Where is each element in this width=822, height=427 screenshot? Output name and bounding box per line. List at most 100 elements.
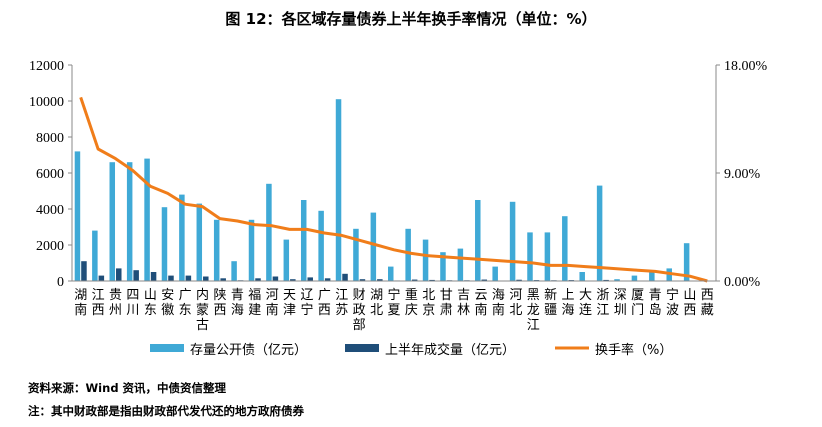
x-tick-label: 古 bbox=[196, 318, 209, 333]
x-tick-label: 北 bbox=[509, 303, 522, 318]
x-tick-label: 连 bbox=[579, 302, 592, 318]
bar-volume bbox=[324, 278, 331, 281]
bar-outstanding bbox=[527, 232, 533, 281]
bar-outstanding bbox=[492, 266, 498, 281]
x-tick-label: 西 bbox=[683, 303, 696, 318]
bar-outstanding bbox=[179, 194, 185, 281]
bar-volume bbox=[359, 279, 366, 281]
bar-outstanding bbox=[213, 219, 220, 281]
bar-outstanding bbox=[231, 261, 237, 281]
bar-outstanding bbox=[144, 158, 150, 281]
bar-outstanding bbox=[353, 228, 359, 281]
bar-volume bbox=[203, 276, 209, 281]
turnover-line bbox=[79, 96, 708, 283]
x-tick-label: 西 bbox=[701, 288, 714, 303]
x-tick-label: 深 bbox=[614, 288, 627, 303]
x-tick-label: 庆 bbox=[405, 303, 418, 318]
x-tick-label: 宁 bbox=[387, 287, 400, 303]
x-tick-label: 海 bbox=[562, 303, 575, 318]
x-tick-label: 吉 bbox=[457, 288, 470, 303]
x-tick-label: 湖 bbox=[370, 288, 383, 303]
x-tick-label: 江 bbox=[335, 288, 348, 303]
bar-outstanding bbox=[92, 230, 98, 281]
x-tick-label: 夏 bbox=[387, 303, 400, 318]
x-tick-label: 辽 bbox=[300, 288, 313, 303]
legend-turnover-label: 换手率（%） bbox=[595, 342, 672, 358]
bar-volume bbox=[133, 270, 139, 281]
bar-volume bbox=[342, 273, 348, 281]
x-tick-label: 宁 bbox=[666, 287, 679, 303]
x-tick-label: 东 bbox=[144, 303, 157, 318]
x-tick-label: 厦 bbox=[631, 288, 644, 303]
x-tick-label: 河 bbox=[509, 288, 522, 303]
x-tick-label: 津 bbox=[283, 303, 296, 318]
y-right-tick-label: 9.00% bbox=[724, 167, 761, 182]
bar-outstanding bbox=[509, 201, 516, 281]
y-left-tick-label: 6000 bbox=[36, 167, 64, 182]
bar-volume bbox=[603, 279, 609, 281]
x-tick-label: 河 bbox=[266, 288, 279, 303]
bar-outstanding bbox=[422, 239, 429, 281]
bar-volume bbox=[516, 279, 522, 281]
bar-outstanding bbox=[161, 207, 168, 281]
bar-volume bbox=[429, 279, 435, 281]
y-left-tick-label: 8000 bbox=[36, 131, 64, 146]
turnover-line-group bbox=[79, 96, 708, 283]
x-tick-label: 浙 bbox=[596, 288, 609, 303]
x-tick-label: 蒙 bbox=[196, 303, 209, 318]
bar-outstanding bbox=[614, 279, 620, 281]
bar-volume bbox=[220, 278, 226, 281]
bar-outstanding bbox=[649, 272, 655, 281]
bar-outstanding bbox=[457, 248, 464, 281]
x-tick-label: 川 bbox=[126, 303, 139, 318]
x-tick-label: 甘 bbox=[440, 288, 453, 303]
x-tick-label: 南 bbox=[74, 302, 87, 318]
bar-outstanding bbox=[74, 151, 81, 281]
bar-volume bbox=[168, 275, 174, 281]
x-tick-label: 西 bbox=[92, 303, 105, 318]
x-tick-label: 部 bbox=[353, 318, 366, 333]
bar-outstanding bbox=[405, 228, 411, 281]
x-tick-label: 江 bbox=[92, 288, 105, 303]
x-tick-label: 贵 bbox=[109, 288, 122, 303]
bar-outstanding bbox=[683, 243, 690, 281]
x-tick-label: 岛 bbox=[649, 302, 662, 318]
legend-outstanding-label: 存量公开债（亿元） bbox=[190, 343, 307, 358]
x-tick-label: 江 bbox=[527, 318, 540, 333]
x-tick-label: 肃 bbox=[440, 303, 453, 318]
x-tick-label: 宁 bbox=[300, 302, 313, 318]
x-tick-label: 四 bbox=[126, 288, 139, 303]
x-tick-label: 波 bbox=[666, 303, 679, 318]
bar-outstanding bbox=[475, 200, 481, 281]
bar-outstanding bbox=[579, 272, 585, 281]
x-tick-label: 福 bbox=[248, 288, 261, 303]
x-tick-label: 云 bbox=[475, 288, 488, 303]
bar-outstanding bbox=[126, 162, 133, 281]
x-tick-label: 财 bbox=[353, 288, 366, 303]
x-tick-label: 南 bbox=[475, 302, 488, 318]
bar-volume bbox=[255, 278, 261, 281]
bar-outstanding bbox=[196, 203, 203, 281]
bar-volume bbox=[272, 276, 279, 281]
source-note: 资料来源：Wind 资讯，中债资信整理 bbox=[28, 381, 227, 395]
x-tick-label: 内 bbox=[196, 287, 209, 303]
bar-volume bbox=[481, 279, 488, 281]
x-tick-label: 藏 bbox=[701, 303, 714, 318]
bar-outstanding bbox=[283, 239, 290, 281]
x-tick-label: 黑 bbox=[527, 288, 540, 303]
bar-outstanding bbox=[596, 185, 603, 281]
bar-volume bbox=[81, 261, 87, 281]
x-tick-label: 南 bbox=[492, 302, 505, 318]
y-left-tick-label: 12000 bbox=[29, 59, 64, 74]
x-tick-label: 圳 bbox=[614, 303, 627, 318]
y-left-tick-label: 2000 bbox=[36, 239, 64, 254]
bar-volume bbox=[185, 275, 192, 281]
legend-volume-swatch bbox=[345, 344, 379, 352]
x-tick-label: 安 bbox=[161, 288, 174, 303]
x-tick-label: 青 bbox=[649, 288, 662, 303]
x-tick-label: 山 bbox=[683, 288, 696, 303]
bar-volume bbox=[150, 272, 157, 281]
x-tick-label: 疆 bbox=[544, 303, 557, 318]
bar-outstanding bbox=[562, 216, 568, 281]
